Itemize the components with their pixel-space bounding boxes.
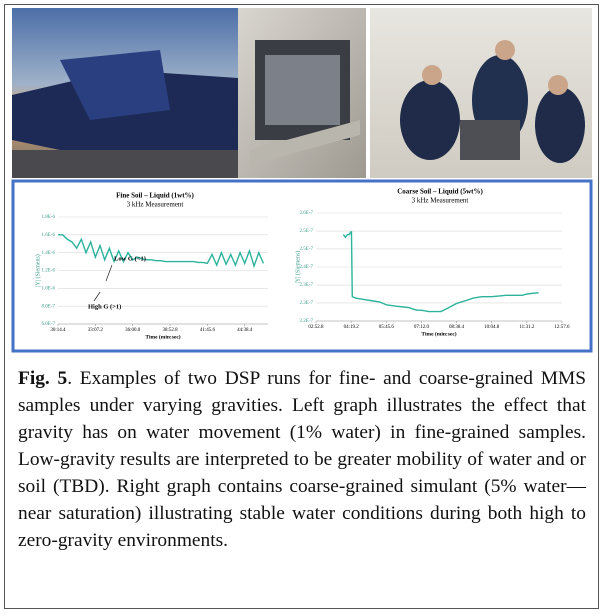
x-tick-label: 44:38.4 bbox=[237, 328, 253, 333]
y-tick-label: 2.5E-7 bbox=[300, 247, 314, 252]
chart-subtitle: 3 kHz Measurement bbox=[412, 197, 469, 205]
y-tick-label: 1.0E-6 bbox=[42, 286, 56, 291]
x-tick-label: 41:45.6 bbox=[200, 328, 216, 333]
y-tick-label: 2.4E-7 bbox=[300, 265, 314, 270]
caption: Fig. 5. Examples of two DSP runs for fin… bbox=[18, 365, 586, 554]
annotation: Low G (<1) bbox=[114, 255, 146, 262]
photo-instrument bbox=[238, 8, 366, 178]
x-tick-label: 11:31.2 bbox=[519, 325, 534, 330]
y-axis-title: |Y| (Siemens) bbox=[34, 254, 41, 287]
caption-label: Fig. 5 bbox=[18, 368, 67, 389]
y-tick-label: 1.8E-6 bbox=[42, 215, 56, 220]
x-axis-title: Time (min:sec) bbox=[421, 330, 456, 337]
y-tick-label: 2.3E-7 bbox=[300, 283, 314, 288]
x-tick-label: 33:07.2 bbox=[88, 328, 104, 333]
x-tick-label: 38:52.8 bbox=[162, 328, 178, 333]
y-tick-label: 1.6E-6 bbox=[42, 233, 56, 238]
x-tick-label: 10:04.8 bbox=[484, 325, 500, 330]
y-tick-label: 1.4E-6 bbox=[42, 251, 56, 256]
x-tick-label: 08:38.4 bbox=[449, 325, 465, 330]
y-tick-label: 8.0E-7 bbox=[42, 304, 56, 309]
y-tick-label: 2.6E-7 bbox=[300, 211, 314, 216]
x-tick-label: 04:19.2 bbox=[344, 325, 360, 330]
x-tick-label: 07:12.0 bbox=[414, 325, 430, 330]
y-tick-label: 2.3E-7 bbox=[300, 301, 314, 306]
x-tick-label: 12:57.6 bbox=[554, 325, 570, 330]
y-tick-label: 2.2E-7 bbox=[300, 319, 314, 324]
x-tick-label: 36:00.0 bbox=[125, 328, 141, 333]
x-tick-label: 30:14.4 bbox=[50, 328, 66, 333]
y-tick-label: 2.5E-7 bbox=[300, 229, 314, 234]
photo-crew bbox=[370, 8, 592, 178]
x-tick-label: 02:52.8 bbox=[308, 325, 324, 330]
y-tick-label: 6.0E-7 bbox=[42, 322, 56, 327]
figure: Fine Soil – Liquid (1wt%)3 kHz Measureme… bbox=[0, 0, 605, 360]
y-tick-label: 1.2E-6 bbox=[42, 269, 56, 274]
chart-subtitle: 3 kHz Measurement bbox=[127, 201, 184, 209]
page: Fine Soil – Liquid (1wt%)3 kHz Measureme… bbox=[0, 0, 605, 614]
y-axis-title: |Y| (Siemens) bbox=[294, 251, 301, 284]
annotation: High G (>1) bbox=[88, 303, 121, 310]
chart-title: Coarse Soil – Liquid (5wt%) bbox=[397, 188, 483, 196]
x-tick-label: 05:45.6 bbox=[379, 325, 395, 330]
photo-aircraft bbox=[12, 8, 238, 178]
caption-text: . Examples of two DSP runs for fine- and… bbox=[18, 368, 586, 551]
x-axis-title: Time (min:sec) bbox=[145, 333, 180, 340]
chart-title: Fine Soil – Liquid (1wt%) bbox=[116, 192, 194, 200]
